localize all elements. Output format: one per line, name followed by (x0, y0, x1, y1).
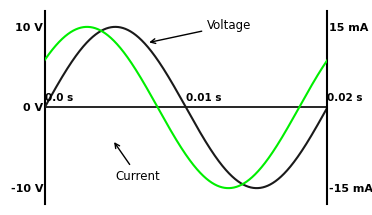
Text: 0.0 s: 0.0 s (45, 94, 73, 103)
Text: Voltage: Voltage (151, 19, 251, 43)
Text: 0.01 s: 0.01 s (186, 94, 221, 103)
Text: 0.02 s: 0.02 s (327, 94, 363, 103)
Text: Current: Current (115, 143, 160, 183)
